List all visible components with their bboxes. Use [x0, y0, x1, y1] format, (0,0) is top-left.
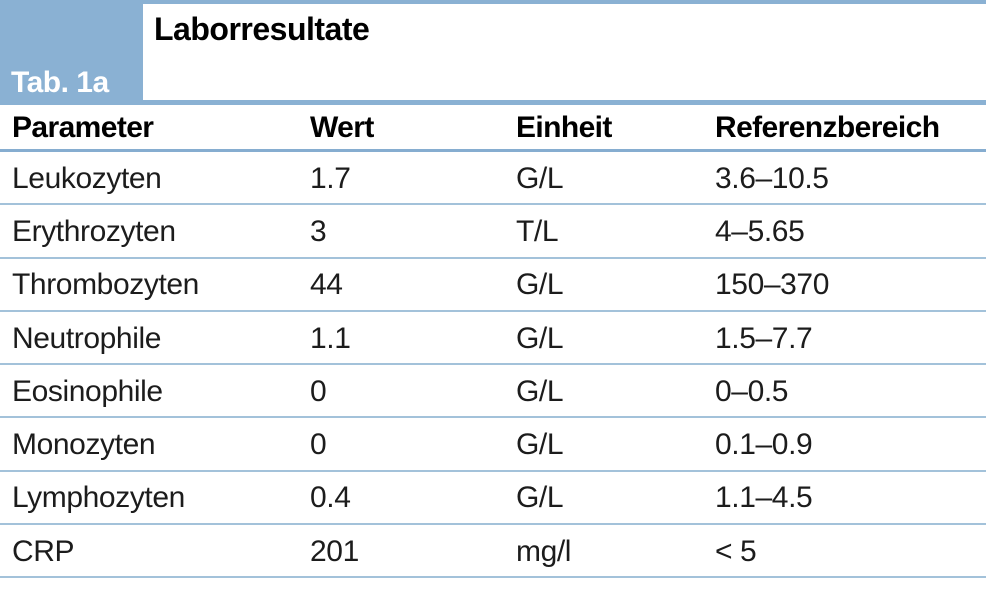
cell-parameter: Monozyten: [12, 428, 156, 461]
table-number-box: Tab. 1a: [0, 0, 143, 105]
cell-wert: 201: [310, 534, 359, 567]
cell-parameter: Leukozyten: [12, 161, 162, 194]
column-header-wert: Wert: [310, 111, 374, 143]
cell-wert: 3: [310, 214, 327, 247]
cell-parameter: Lymphozyten: [12, 481, 185, 514]
cell-wert: 0: [310, 428, 327, 461]
lab-results-table: Parameter Wert Einheit Referenzbereich L…: [0, 105, 986, 579]
cell-referenzbereich: 3.6–10.5: [715, 161, 829, 194]
cell-referenzbereich: 150–370: [715, 268, 829, 301]
cell-parameter: Thrombozyten: [12, 268, 199, 301]
cell-parameter: Eosinophile: [12, 374, 163, 407]
cell-parameter: CRP: [12, 534, 75, 567]
cell-wert: 1.1: [310, 321, 351, 354]
cell-wert: 0: [310, 374, 327, 407]
table-title: Laborresultate: [154, 11, 370, 47]
column-header-einheit: Einheit: [516, 111, 612, 143]
cell-einheit: G/L: [516, 161, 564, 194]
cell-referenzbereich: 0–0.5: [715, 374, 789, 407]
cell-referenzbereich: 0.1–0.9: [715, 428, 813, 461]
cell-parameter: Erythrozyten: [12, 214, 176, 247]
cell-referenzbereich: 4–5.65: [715, 214, 805, 247]
table-row: Leukozyten 1.7 G/L 3.6–10.5: [0, 152, 986, 206]
top-accent-strip: [0, 0, 986, 4]
table-header-row: Parameter Wert Einheit Referenzbereich: [0, 105, 986, 152]
column-header-referenzbereich: Referenzbereich: [715, 111, 940, 143]
cell-wert: 1.7: [310, 161, 351, 194]
cell-wert: 0.4: [310, 481, 351, 514]
cell-einheit: G/L: [516, 268, 564, 301]
table-body: Leukozyten 1.7 G/L 3.6–10.5 Erythrozyten…: [0, 152, 986, 579]
table-row: Lymphozyten 0.4 G/L 1.1–4.5: [0, 472, 986, 526]
table-number-label: Tab. 1a: [11, 66, 109, 99]
cell-einheit: G/L: [516, 374, 564, 407]
title-divider-rule: [0, 100, 986, 105]
cell-referenzbereich: 1.5–7.7: [715, 321, 813, 354]
table-row: Erythrozyten 3 T/L 4–5.65: [0, 205, 986, 259]
cell-einheit: G/L: [516, 321, 564, 354]
table-row: Eosinophile 0 G/L 0–0.5: [0, 365, 986, 419]
cell-einheit: G/L: [516, 481, 564, 514]
cell-parameter: Neutrophile: [12, 321, 162, 354]
cell-einheit: G/L: [516, 428, 564, 461]
cell-referenzbereich: < 5: [715, 534, 757, 567]
table-row: Monozyten 0 G/L 0.1–0.9: [0, 418, 986, 472]
table-row: Thrombozyten 44 G/L 150–370: [0, 259, 986, 312]
table-row: Neutrophile 1.1 G/L 1.5–7.7: [0, 312, 986, 366]
cell-referenzbereich: 1.1–4.5: [715, 481, 813, 514]
table-row: CRP 201 mg/l < 5: [0, 525, 986, 579]
column-header-parameter: Parameter: [12, 111, 154, 143]
cell-einheit: T/L: [516, 214, 559, 247]
cell-wert: 44: [310, 268, 343, 301]
cell-einheit: mg/l: [516, 534, 572, 567]
